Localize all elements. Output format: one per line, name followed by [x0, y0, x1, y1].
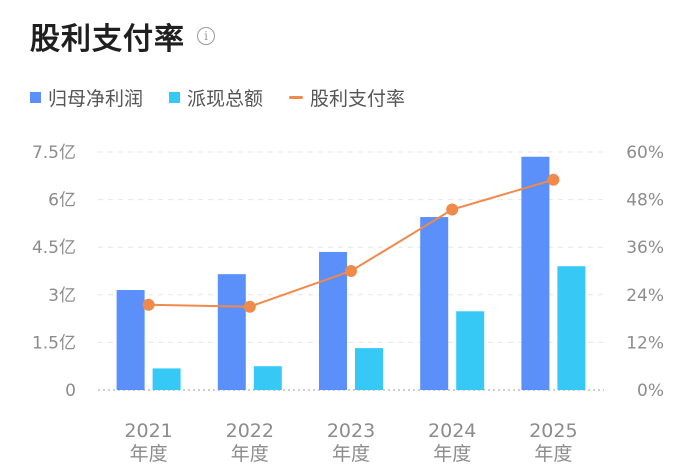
series-line-payout-ratio — [148, 178, 554, 308]
bar-net-profit[interactable] — [319, 251, 347, 390]
point-payout-ratio[interactable] — [142, 298, 155, 311]
x-tick-label-sub: 年度 — [130, 443, 168, 465]
bar-dividend-total[interactable] — [355, 348, 383, 390]
y-left-tick-label: 1.5亿 — [32, 333, 76, 353]
point-payout-ratio[interactable] — [243, 300, 256, 313]
y-right-tick-label: 24% — [626, 286, 664, 306]
bar-dividend-total[interactable] — [152, 368, 181, 390]
x-tick-label-year: 2021 — [124, 420, 172, 442]
legend-item-dividend-total[interactable]: 派现总额 — [169, 84, 263, 111]
y-right-tick-label: 0% — [637, 381, 664, 401]
y-left-tick-label: 4.5亿 — [32, 238, 76, 258]
x-tick-label-sub: 年度 — [534, 443, 572, 465]
legend-item-net-profit[interactable]: 归母净利润 — [30, 84, 143, 111]
point-payout-ratio[interactable] — [345, 265, 357, 277]
x-tick-label-year: 2024 — [428, 420, 476, 442]
legend-swatch-net-profit — [30, 92, 41, 103]
y-right-tick-label: 60% — [626, 143, 664, 163]
y-right-tick-label: 36% — [626, 238, 664, 258]
y-left-tick-label: 0 — [65, 381, 76, 401]
legend-label-payout-ratio: 股利支付率 — [310, 88, 406, 110]
y-right-tick-label: 48% — [626, 191, 664, 211]
point-payout-ratio[interactable] — [547, 173, 560, 186]
x-tick-label-year: 2023 — [327, 420, 375, 442]
y-left-tick-label: 3亿 — [48, 286, 76, 306]
chart-title: 股利支付率 — [30, 22, 185, 57]
legend-swatch-payout-ratio — [289, 96, 304, 99]
info-icon[interactable]: i — [197, 27, 215, 45]
bar-dividend-total[interactable] — [253, 366, 282, 390]
legend-swatch-dividend-total — [169, 92, 181, 103]
legend-label-net-profit: 归母净利润 — [48, 88, 144, 110]
legend-label-dividend-total: 派现总额 — [187, 88, 264, 110]
x-tick-label-sub: 年度 — [231, 443, 269, 465]
bar-net-profit[interactable] — [521, 156, 550, 390]
x-tick-label-sub: 年度 — [433, 443, 471, 465]
legend-item-payout-ratio[interactable]: 股利支付率 — [289, 84, 405, 111]
y-left-tick-label: 6亿 — [48, 191, 76, 211]
legend: 归母净利润 派现总额 股利支付率 — [30, 84, 431, 111]
x-tick-label-year: 2025 — [529, 420, 577, 442]
y-right-tick-label: 12% — [626, 333, 664, 353]
x-tick-label-year: 2022 — [226, 420, 274, 442]
chart-header: 股利支付率 i — [30, 14, 215, 58]
bar-dividend-total[interactable] — [456, 311, 485, 390]
y-left-tick-label: 7.5亿 — [32, 143, 76, 163]
x-tick-label-sub: 年度 — [332, 443, 370, 465]
point-payout-ratio[interactable] — [446, 203, 459, 216]
bar-net-profit[interactable] — [217, 274, 246, 390]
bar-net-profit[interactable] — [116, 290, 145, 390]
bar-net-profit[interactable] — [420, 217, 449, 390]
bar-dividend-total[interactable] — [557, 266, 586, 390]
